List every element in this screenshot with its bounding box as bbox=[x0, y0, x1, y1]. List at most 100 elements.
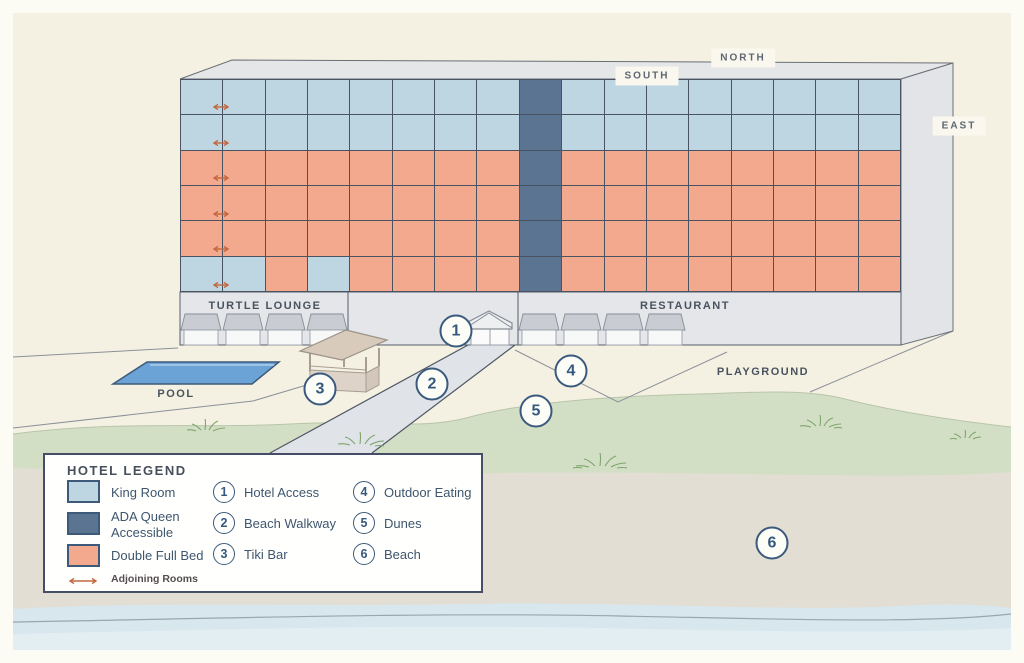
room-double-full-bed bbox=[689, 185, 731, 221]
room-king-room bbox=[562, 115, 604, 150]
room-double-full-bed bbox=[731, 150, 773, 185]
room-double-full-bed bbox=[858, 150, 900, 185]
legend-number-circle: 4 bbox=[353, 481, 375, 503]
room-double-full-bed bbox=[392, 150, 435, 185]
marker-number: 1 bbox=[451, 322, 461, 339]
marker-tiki-bar: 3 bbox=[303, 372, 337, 406]
building-roof bbox=[179, 59, 954, 80]
room-double-full-bed bbox=[477, 221, 519, 256]
room-king-room bbox=[477, 115, 519, 150]
room-double-full-bed bbox=[646, 256, 689, 291]
room-double-full-bed bbox=[816, 185, 858, 221]
room-double-full-bed bbox=[562, 221, 604, 256]
double-full-bed-label: Double Full Bed bbox=[111, 548, 204, 563]
adjoining-rooms-label: Adjoining Rooms bbox=[111, 573, 198, 585]
room-double-full-bed bbox=[731, 256, 773, 291]
marker-number: 3 bbox=[315, 380, 325, 397]
room-ada-queen-accessible bbox=[519, 150, 562, 185]
room-king-room bbox=[816, 115, 858, 150]
room-king-room bbox=[350, 80, 392, 115]
room-double-full-bed bbox=[689, 150, 731, 185]
legend-item-label: Beach bbox=[384, 546, 421, 562]
room-ada-queen-accessible bbox=[519, 221, 562, 256]
marker-outdoor-eating: 4 bbox=[554, 354, 588, 388]
room-king-room bbox=[308, 115, 350, 150]
legend-item-label: Dunes bbox=[384, 515, 422, 531]
legend-item-dunes: 5 Dunes bbox=[353, 512, 422, 534]
terrace-paths bbox=[12, 330, 954, 429]
room-double-full-bed bbox=[265, 221, 308, 256]
room-king-room bbox=[816, 80, 858, 115]
legend-item-hotel-access: 1 Hotel Access bbox=[213, 481, 319, 503]
room-king-room bbox=[562, 80, 604, 115]
legend-number-circle: 3 bbox=[213, 543, 235, 565]
room-double-full-bed bbox=[265, 256, 308, 291]
room-double-full-bed bbox=[816, 150, 858, 185]
room-king-room bbox=[773, 115, 816, 150]
marker-dunes: 5 bbox=[519, 394, 553, 428]
room-double-full-bed bbox=[858, 185, 900, 221]
room-double-full-bed bbox=[562, 256, 604, 291]
room-king-room bbox=[265, 80, 308, 115]
beach-walkway bbox=[269, 344, 516, 454]
adjoining-rooms-arrow-icon bbox=[211, 241, 231, 253]
room-double-full-bed bbox=[223, 150, 265, 185]
legend-item-label: Beach Walkway bbox=[244, 515, 336, 531]
marker-beach-walkway: 2 bbox=[415, 367, 449, 401]
room-king-room bbox=[646, 80, 689, 115]
room-double-full-bed bbox=[308, 221, 350, 256]
legend-number-circle: 6 bbox=[353, 543, 375, 565]
adjoining-rooms-arrow-icon bbox=[67, 573, 99, 591]
legend-number-circle: 1 bbox=[213, 481, 235, 503]
room-double-full-bed bbox=[308, 150, 350, 185]
room-double-full-bed bbox=[773, 150, 816, 185]
north-label: NORTH bbox=[711, 48, 775, 68]
room-king-room bbox=[477, 80, 519, 115]
room-double-full-bed bbox=[604, 221, 646, 256]
king-room-swatch bbox=[67, 480, 100, 503]
marker-number: 4 bbox=[566, 362, 576, 379]
room-double-full-bed bbox=[562, 185, 604, 221]
room-king-room bbox=[223, 115, 265, 150]
room-double-full-bed bbox=[731, 221, 773, 256]
room-king-room bbox=[265, 115, 308, 150]
room-double-full-bed bbox=[350, 221, 392, 256]
grass-tufts bbox=[186, 414, 982, 469]
room-ada-queen-accessible bbox=[519, 80, 562, 115]
room-double-full-bed bbox=[731, 185, 773, 221]
room-double-full-bed bbox=[773, 185, 816, 221]
pool bbox=[110, 361, 282, 385]
room-double-full-bed bbox=[350, 150, 392, 185]
room-double-full-bed bbox=[265, 185, 308, 221]
room-king-room bbox=[858, 115, 900, 150]
room-king-room bbox=[731, 80, 773, 115]
room-double-full-bed bbox=[604, 256, 646, 291]
legend-item-label: Hotel Access bbox=[244, 484, 320, 500]
room-king-room bbox=[308, 256, 350, 291]
room-double-full-bed bbox=[816, 256, 858, 291]
building-east-side bbox=[900, 62, 954, 346]
tiki-bar bbox=[298, 329, 389, 393]
room-king-room bbox=[392, 80, 435, 115]
room-double-full-bed bbox=[350, 185, 392, 221]
ada-queen-label: ADA Queen Accessible bbox=[111, 509, 180, 541]
room-double-full-bed bbox=[265, 150, 308, 185]
hotel-legend: HOTEL LEGEND King Room ADA Queen Accessi… bbox=[43, 453, 483, 593]
room-double-full-bed bbox=[435, 185, 477, 221]
room-double-full-bed bbox=[435, 221, 477, 256]
room-double-full-bed bbox=[858, 256, 900, 291]
room-double-full-bed bbox=[435, 256, 477, 291]
room-double-full-bed bbox=[392, 256, 435, 291]
room-double-full-bed bbox=[604, 185, 646, 221]
room-king-room bbox=[646, 115, 689, 150]
ocean-water bbox=[12, 603, 1012, 650]
adjoining-rooms-arrow-icon bbox=[211, 170, 231, 182]
adjoining-rooms-arrow-icon bbox=[211, 99, 231, 111]
legend-title: HOTEL LEGEND bbox=[67, 463, 187, 478]
east-label: EAST bbox=[932, 116, 986, 136]
room-king-room bbox=[773, 80, 816, 115]
legend-item-beach-walkway: 2 Beach Walkway bbox=[213, 512, 336, 534]
room-double-full-bed bbox=[689, 256, 731, 291]
room-king-room bbox=[350, 115, 392, 150]
room-double-full-bed bbox=[646, 185, 689, 221]
